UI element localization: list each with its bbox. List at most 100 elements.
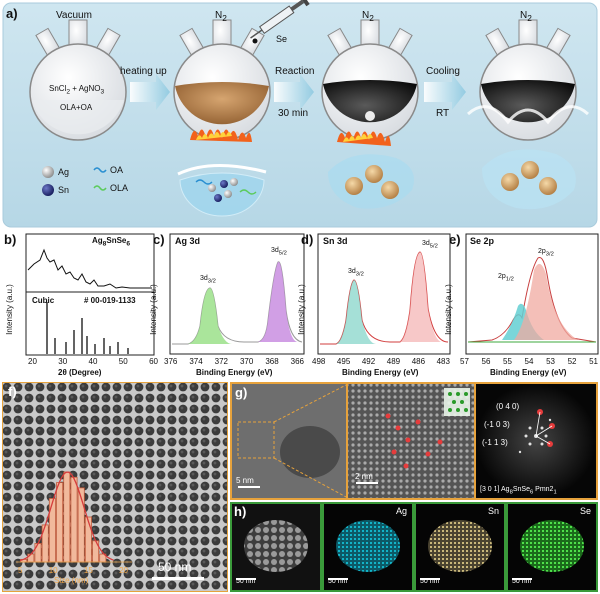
syringe-icon xyxy=(250,0,310,39)
se-peak1-label: 2p1/2 xyxy=(498,273,514,283)
flask-cooling xyxy=(466,19,590,141)
blue-chain-icon xyxy=(93,167,107,173)
flask-title-1: Vacuum xyxy=(56,10,92,21)
arrow-2-top: Reaction xyxy=(275,66,315,77)
panel-b-xrd xyxy=(25,233,155,356)
flask-reaction xyxy=(321,19,419,141)
reference-phase: Cubic xyxy=(32,296,55,305)
panel-g-label: g) xyxy=(235,385,248,400)
panel-g-hrtem xyxy=(230,382,598,500)
xrd-ticks: 20 30 40 50 60 xyxy=(28,357,158,366)
flask-vacuum xyxy=(29,19,127,141)
panel-b-label: b) xyxy=(4,232,17,247)
histogram-bar xyxy=(34,543,42,563)
tem-scalebar: 50 nm xyxy=(158,560,192,574)
panel-a-graphic xyxy=(2,0,598,228)
c-ylabel: Intensity (a.u.) xyxy=(148,284,158,335)
se-2p32-peak xyxy=(514,263,578,340)
histogram-bar xyxy=(84,516,92,563)
hrtem-scalebar-left: 5 nm xyxy=(236,476,254,485)
arrow-3-bottom: RT xyxy=(436,108,450,119)
legend-sn: Sn xyxy=(58,185,70,195)
flask-heating xyxy=(173,19,271,141)
ag-3d-title: Ag 3d xyxy=(175,236,201,246)
sn-peak2-label: 3d5/2 xyxy=(422,240,438,250)
fft-spot-103: (-1 0 3) xyxy=(484,420,510,429)
process-arrow-icons xyxy=(130,74,466,110)
eds-scalebar-1: 50 nm xyxy=(236,578,256,585)
fft-spot-113: (-1 1 3) xyxy=(482,438,508,447)
se-2p-title: Se 2p xyxy=(470,236,495,246)
sn-ticks: 498 495 492 489 486 483 xyxy=(312,357,450,366)
panel-f-label: f) xyxy=(8,384,17,399)
flask-title-2: N2 xyxy=(215,10,227,23)
panel-f-tem xyxy=(2,382,228,592)
nanoparticle-splash-cooled xyxy=(482,149,576,210)
panel-h-eds xyxy=(230,502,598,592)
sn-3d52-peak xyxy=(400,252,442,342)
se-peak2-label: 2p3/2 xyxy=(538,248,554,258)
flask-title-4: N2 xyxy=(520,10,532,23)
arrow-2-bottom: 30 min xyxy=(278,108,309,119)
se-ticks: 57 56 55 54 53 52 51 xyxy=(460,357,598,366)
xrd-pattern xyxy=(27,248,152,289)
nanoparticle-splash xyxy=(328,154,414,209)
hrtem-scalebar-mid: 2 nm xyxy=(355,472,373,481)
panel-e-xps xyxy=(465,233,599,355)
sn-peak1-label: 3d3/2 xyxy=(348,268,364,278)
ligand-bowl xyxy=(177,164,267,217)
flask-title-3: N2 xyxy=(362,10,374,23)
green-chain-icon xyxy=(93,185,107,191)
fft-pattern xyxy=(476,384,596,498)
selenium-label: Se xyxy=(276,34,288,44)
panel-c-xps xyxy=(169,233,305,355)
precursor-label: SnCl2 + AgNO3 xyxy=(49,84,105,96)
zone-axis-label: [3 0 1] Ag8SnSe6 Pmn21 xyxy=(480,486,557,496)
sn-xlabel: Binding Energy (eV) xyxy=(342,368,419,377)
hist-ticks: 5 10 15 20 xyxy=(18,566,128,575)
panel-d-xps xyxy=(317,233,451,355)
silver-sphere-icon xyxy=(42,166,54,178)
panel-h-label: h) xyxy=(234,504,247,519)
d-ylabel: Intensity (a.u.) xyxy=(296,284,306,335)
eds-sn-label: Sn xyxy=(488,506,500,516)
xrd-ylabel: Intensity (a.u.) xyxy=(4,284,14,335)
ag-3d52-peak xyxy=(258,261,298,342)
legend-ola: OLA xyxy=(110,183,129,193)
arrow-3-top: Cooling xyxy=(426,66,460,77)
pdf-card: # 00-019-1133 xyxy=(84,296,136,305)
panel-c-label: c) xyxy=(153,232,165,247)
panel-e-label: e) xyxy=(449,232,461,247)
lattice-atoms xyxy=(385,413,443,469)
crystal-inset xyxy=(444,388,470,416)
ag-ticks: 376 374 372 370 368 366 xyxy=(164,357,304,366)
fft-spot-040: (0 4 0) xyxy=(496,402,520,411)
sn-3d32-peak xyxy=(336,280,376,344)
eds-scalebar-2: 50 nm xyxy=(328,578,348,585)
histogram-bar xyxy=(70,476,78,563)
histogram-bar xyxy=(27,553,35,563)
legend-oa: OA xyxy=(110,165,124,175)
e-ylabel: Intensity (a.u.) xyxy=(443,284,453,335)
ag-3d32-peak xyxy=(188,288,232,344)
hist-xlabel: Size (nm) xyxy=(54,576,89,585)
arrow-1-top: heating up xyxy=(120,66,167,77)
ag-peak1-label: 3d3/2 xyxy=(200,275,216,285)
gaussian-fit xyxy=(19,471,114,562)
sn-3d-title: Sn 3d xyxy=(323,236,348,246)
eds-se-label: Se xyxy=(580,506,592,516)
xrd-xlabel: 2θ (Degree) xyxy=(58,368,102,377)
ag-xlabel: Binding Energy (eV) xyxy=(196,368,273,377)
histogram-bar xyxy=(63,471,71,563)
panel-a-label: a) xyxy=(6,6,18,21)
compound-label: Ag8SnSe6 xyxy=(92,236,131,248)
ag-peak2-label: 3d5/2 xyxy=(271,247,287,257)
reference-sticks xyxy=(46,302,129,354)
se-xlabel: Binding Energy (eV) xyxy=(490,368,567,377)
eds-scalebar-3: 50 nm xyxy=(420,578,440,585)
histogram-bar xyxy=(56,482,64,563)
panel-d-label: d) xyxy=(301,232,314,247)
legend-ag: Ag xyxy=(58,167,70,177)
solvent-label: OLA+OA xyxy=(60,103,93,112)
